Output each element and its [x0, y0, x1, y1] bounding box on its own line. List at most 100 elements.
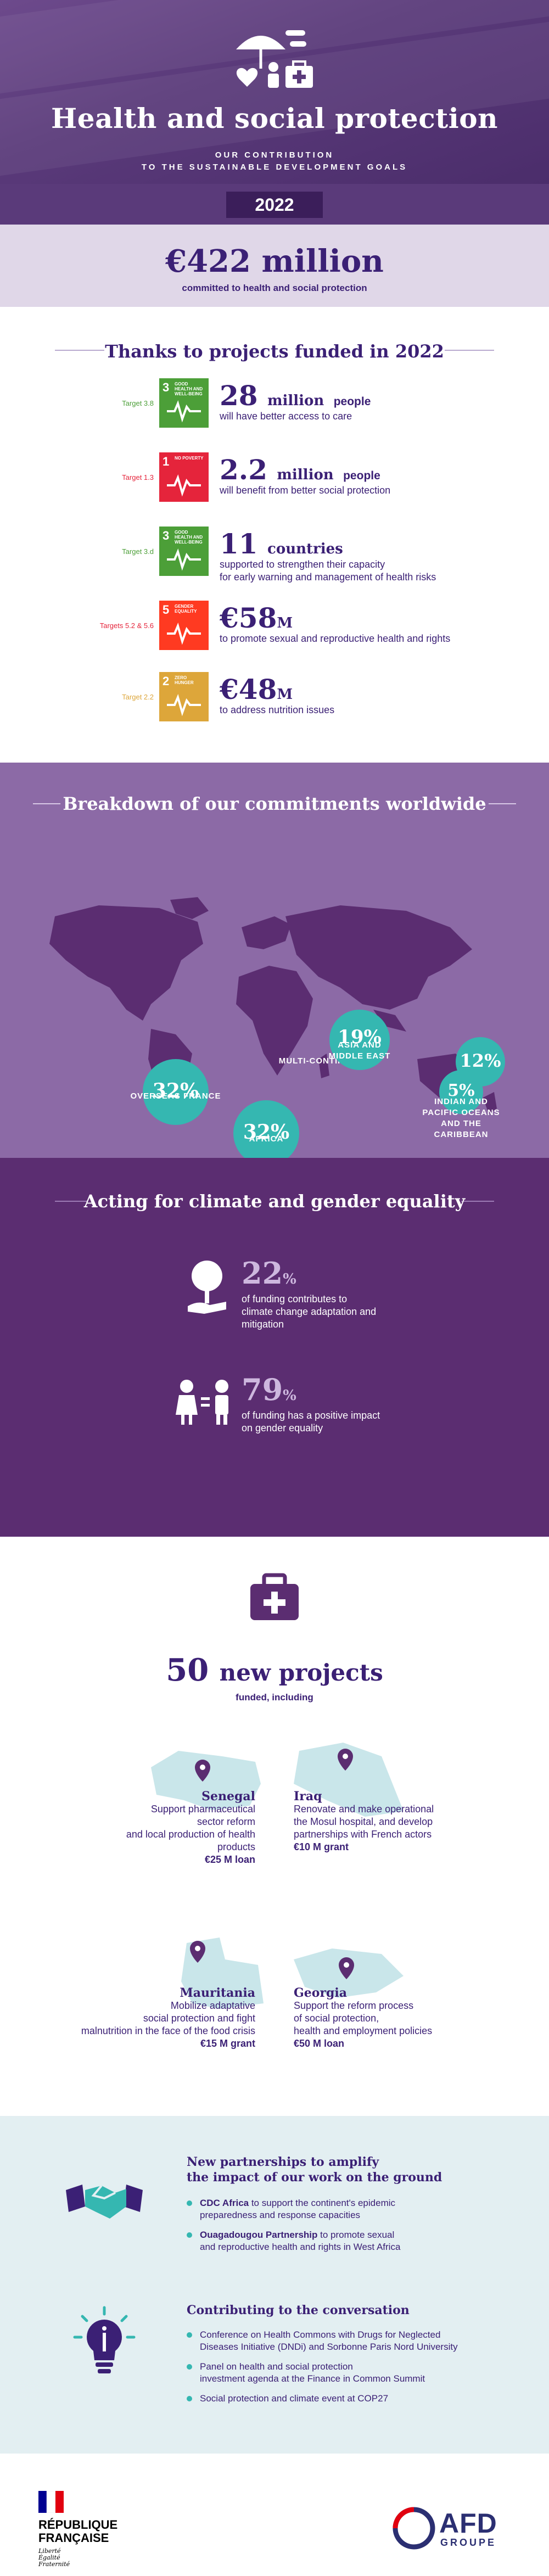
partner-desc: and reproductive health and rights in We…: [200, 2242, 401, 2252]
project-row: Target 1.3 1 NO POVERTY 2.2 million people w…: [0, 452, 549, 513]
project-desc: to promote sexual and reproductive healt…: [220, 632, 450, 645]
divider: [461, 1201, 494, 1202]
sdg-3-icon: 3 GOOD HEALTH AND WELL-BEING: [159, 527, 209, 576]
divider: [489, 803, 516, 804]
afd-logo-icon: [393, 2507, 435, 2550]
year-badge: 2022: [226, 192, 323, 218]
project-stat: €48M: [220, 673, 293, 705]
sdg-number: 3: [163, 529, 170, 542]
sdg-title: GOOD HEALTH AND WELL-BEING: [175, 382, 203, 396]
sdg-title: NO POVERTY: [175, 456, 204, 461]
sdg-glyph-icon: [167, 548, 201, 571]
sdg-number: 3: [163, 380, 170, 394]
stat-word: countries: [267, 541, 343, 557]
stat-value: 11: [220, 528, 258, 560]
breakdown-section: Breakdown of our commitments worldwide M…: [0, 763, 549, 1158]
desc-line: climate change adaptation and: [242, 1306, 377, 1317]
event-desc: Social protection and climate event at C…: [200, 2393, 389, 2404]
stat-unit: M: [277, 615, 293, 631]
desc-line: of funding contributes to: [242, 1293, 348, 1304]
country-desc: Renovate and make operational: [294, 1804, 434, 1815]
republique-francaise-text: RÉPUBLIQUE FRANÇAISE: [38, 2518, 117, 2545]
desc-line: of funding has a positive impact: [242, 1410, 380, 1421]
target-label: Target 3.8: [122, 399, 154, 407]
stat-unit: M: [277, 686, 293, 703]
country-desc: social protection and fight: [143, 2013, 255, 2024]
page-title: Health and social protection: [51, 102, 498, 135]
projects-section: Thanks to projects funded in 2022 Target…: [0, 307, 549, 763]
sdg-5-icon: 5 GENDER EQUALITY: [159, 601, 209, 650]
country-desc: the Mosul hospital, and develop: [294, 1816, 433, 1827]
climate-title: Acting for climate and gender equality: [83, 1191, 466, 1212]
count-value: 50: [166, 1652, 209, 1688]
region-pct: 12%: [460, 1050, 501, 1071]
desc-line: for early warning and management of heal…: [220, 572, 436, 583]
project-row: Target 3.d 3 GOOD HEALTH AND WELL-BEING 11 …: [0, 527, 549, 587]
country-desc: malnutrition in the face of the food cri…: [81, 2025, 255, 2036]
region-pct: 5%: [447, 1081, 475, 1100]
conversation-title: Contributing to the conversation: [187, 2303, 410, 2317]
country-amount: €10 M grant: [294, 1841, 349, 1852]
medical-kit-icon: [250, 1573, 299, 1620]
sdg-3-icon: 3 GOOD HEALTH AND WELL-BEING: [159, 378, 209, 428]
stat-value: €48: [220, 673, 277, 705]
stat-word: million: [267, 393, 324, 409]
list-item: Ouagadougou Partnership to promote sexua…: [187, 2229, 522, 2253]
event-desc: Diseases Initiative (DNDi) and Sorbonne …: [200, 2342, 458, 2352]
stat-value: 28: [220, 379, 258, 412]
partnerships-section: New partnerships to amplify the impact o…: [0, 2116, 549, 2454]
sdg-glyph-icon: [167, 694, 201, 716]
project-desc: to address nutrition issues: [220, 704, 334, 716]
divider: [55, 350, 104, 351]
country-name: Senegal: [201, 1789, 255, 1804]
partner-desc: to promote sexual: [317, 2230, 395, 2240]
partner-name: CDC Africa: [200, 2198, 249, 2208]
desc-line: supported to strengthen their capacity: [220, 559, 385, 570]
climate-section: Acting for climate and gender equality 2…: [0, 1158, 549, 1537]
new-projects-section: 50 new projects funded, including Senega…: [0, 1537, 549, 2116]
country-amount: €50 M loan: [294, 2038, 345, 2049]
desc-line: on gender equality: [242, 1423, 323, 1433]
motto-line: Liberté: [38, 2547, 61, 2555]
project-row: Target 3.8 3 GOOD HEALTH AND WELL-BEING 28 …: [0, 378, 549, 439]
desc-line: will have better access to care: [220, 411, 352, 422]
stat-word: million: [277, 467, 334, 483]
region-bubble: 5%: [439, 1070, 483, 1114]
list-item: Conference on Health Commons with Drugs …: [187, 2329, 522, 2353]
sdg-glyph-icon: [167, 400, 201, 423]
amount-caption: committed to health and social protectio…: [182, 283, 367, 293]
climate-pct: 22%: [242, 1256, 296, 1291]
project-row: Target 2.2 2 ZERO HUNGER €48M to address nu…: [0, 672, 549, 732]
page-subtitle: OUR CONTRIBUTION TO THE SUSTAINABLE DEVE…: [0, 149, 549, 173]
region-label: ASIA AND MIDDLE EAST: [328, 1040, 391, 1061]
project-desc: will benefit from better social protecti…: [220, 484, 390, 497]
project-row: Targets 5.2 & 5.6 5 GENDER EQUALITY €58M to…: [0, 601, 549, 661]
target-label: Target 1.3: [122, 473, 154, 481]
country-desc: partnerships with French actors: [294, 1829, 432, 1840]
umbrella-heart-medical-kit-icon: [0, 16, 549, 96]
title-line: New partnerships to amplify: [187, 2155, 379, 2169]
projects-title: Thanks to projects funded in 2022: [105, 341, 444, 362]
country-desc: and local production of health products: [126, 1829, 255, 1852]
new-projects-caption: funded, including: [236, 1692, 313, 1703]
project-desc: will have better access to care: [220, 410, 352, 423]
tree-hand-icon: [188, 1261, 226, 1314]
divider: [445, 350, 494, 351]
total-amount: €422 million: [165, 243, 384, 279]
country-desc: Support the reform process: [294, 2000, 414, 2011]
sdg-number: 1: [163, 455, 170, 468]
country-desc: of social protection,: [294, 2013, 379, 2024]
country-desc: sector reform: [197, 1816, 255, 1827]
iraq-map: [294, 1743, 404, 1817]
list-item: Social protection and climate event at C…: [187, 2393, 522, 2405]
stat-value: 2.2: [220, 453, 267, 486]
sdg-title: ZERO HUNGER: [175, 675, 194, 685]
event-desc: investment agenda at the Finance in Comm…: [200, 2373, 425, 2384]
country-desc: Mobilize adaptative: [170, 2000, 255, 2011]
gender-desc: of funding has a positive impact on gend…: [242, 1409, 380, 1435]
country-name: Iraq: [294, 1789, 322, 1804]
region-bubble: 32%: [143, 1059, 209, 1125]
region-pct: 32%: [152, 1079, 199, 1102]
year-band: 2022: [0, 184, 549, 225]
list-item: Panel on health and social protection inv…: [187, 2361, 522, 2385]
